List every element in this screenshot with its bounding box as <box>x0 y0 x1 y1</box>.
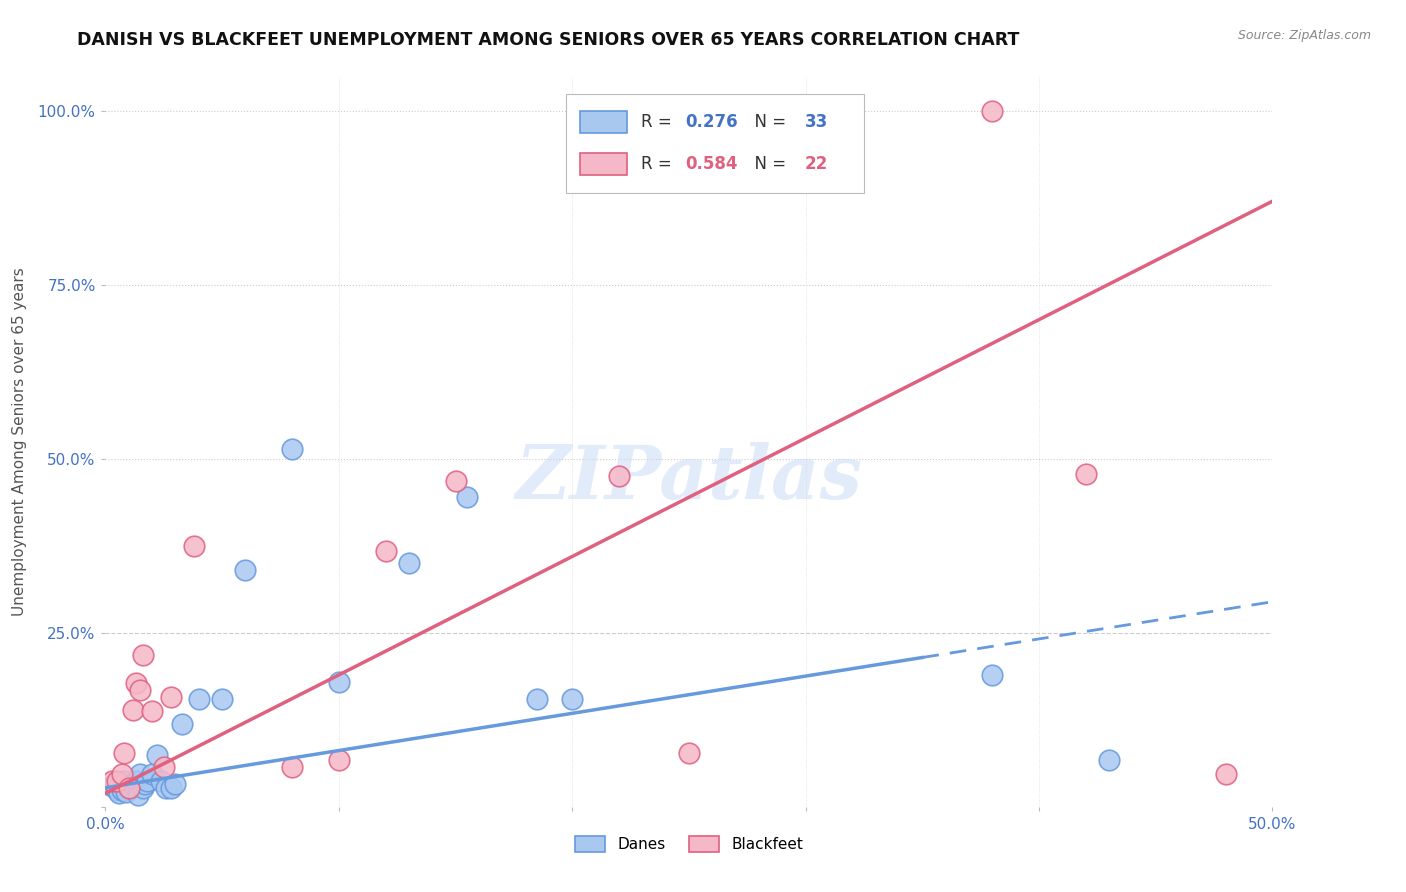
Point <box>120 780 142 795</box>
Text: R =: R = <box>641 113 678 131</box>
Point <box>115 785 138 799</box>
Point <box>1098 753 1121 767</box>
Point <box>159 780 181 795</box>
Point <box>159 690 181 705</box>
Point <box>165 777 187 791</box>
Point <box>111 767 134 781</box>
Text: 22: 22 <box>804 154 828 172</box>
Point <box>678 746 700 760</box>
Point <box>122 777 145 791</box>
Point <box>129 767 152 781</box>
Point <box>1215 767 1237 781</box>
Text: 33: 33 <box>804 113 828 131</box>
Text: Source: ZipAtlas.com: Source: ZipAtlas.com <box>1237 29 1371 42</box>
Point <box>105 782 128 797</box>
Point <box>607 469 630 483</box>
Point <box>374 544 396 558</box>
Point <box>561 692 583 706</box>
Point <box>132 780 155 795</box>
Point <box>122 703 145 717</box>
Point <box>146 747 169 762</box>
Point <box>105 773 128 788</box>
Legend: Danes, Blackfeet: Danes, Blackfeet <box>568 830 810 858</box>
Bar <box>567 94 863 193</box>
Point <box>281 442 304 456</box>
Point <box>112 746 135 760</box>
Point <box>118 780 141 795</box>
Text: 0.276: 0.276 <box>686 113 738 131</box>
Point <box>328 674 350 689</box>
Point <box>118 780 141 794</box>
Point <box>187 692 209 706</box>
Point <box>111 782 134 797</box>
Point <box>101 773 124 788</box>
Text: N =: N = <box>744 113 792 131</box>
Point <box>526 692 548 706</box>
Point <box>981 668 1004 682</box>
Point <box>141 704 163 718</box>
Text: 0.584: 0.584 <box>686 154 738 172</box>
Bar <box>581 111 627 133</box>
Point <box>444 475 467 489</box>
Point <box>211 692 233 706</box>
Point <box>127 788 149 802</box>
Point <box>125 773 148 788</box>
Point <box>141 767 163 781</box>
Point <box>112 773 135 788</box>
Point <box>101 780 124 794</box>
Point <box>398 557 420 571</box>
Text: N =: N = <box>744 154 792 172</box>
Bar <box>581 153 627 175</box>
Point <box>235 563 257 577</box>
Text: DANISH VS BLACKFEET UNEMPLOYMENT AMONG SENIORS OVER 65 YEARS CORRELATION CHART: DANISH VS BLACKFEET UNEMPLOYMENT AMONG S… <box>77 31 1019 49</box>
Text: ZIPatlas: ZIPatlas <box>516 442 862 515</box>
Point <box>150 773 173 788</box>
Point <box>129 683 152 698</box>
Point <box>281 760 304 774</box>
Point <box>108 786 131 800</box>
Point <box>155 780 177 795</box>
Text: R =: R = <box>641 154 678 172</box>
Point <box>981 103 1004 118</box>
Point <box>153 760 174 774</box>
Y-axis label: Unemployment Among Seniors over 65 years: Unemployment Among Seniors over 65 years <box>11 268 27 615</box>
Point <box>183 539 205 553</box>
Point <box>132 648 155 663</box>
Point <box>1074 467 1097 482</box>
Point <box>456 490 478 504</box>
Point <box>328 753 350 767</box>
Point <box>136 773 159 788</box>
Point <box>172 716 194 731</box>
Point <box>125 676 148 690</box>
Point <box>134 777 156 791</box>
